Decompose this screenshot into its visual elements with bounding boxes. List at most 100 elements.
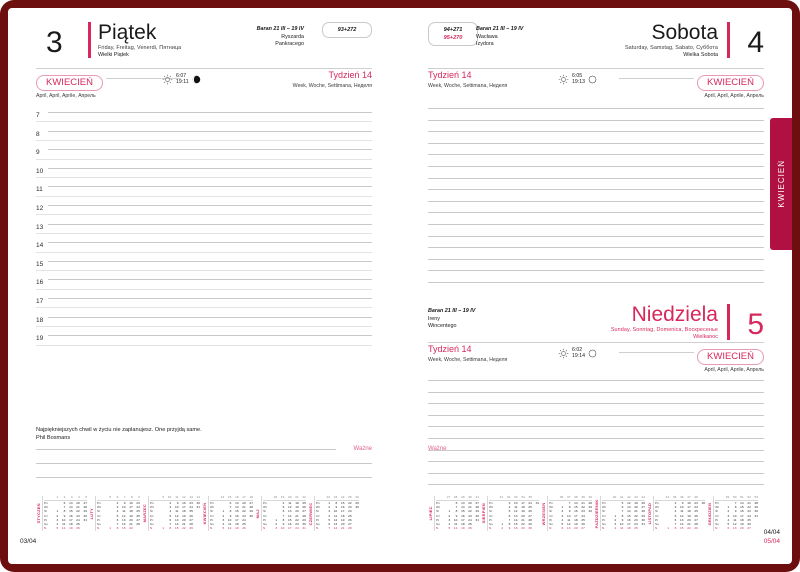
mini-calendar-day[interactable]: 19 bbox=[129, 513, 133, 518]
mini-calendar-month[interactable]: LISTOPAD 44 45 46 47 48 Pn 2 9 16 23 30 Wt 3 10 17 24 Śr 4… bbox=[647, 496, 706, 532]
mini-calendar-day[interactable]: 6 bbox=[561, 526, 564, 531]
mini-calendar-day[interactable]: 26 bbox=[528, 509, 532, 514]
mini-calendar-day[interactable]: 13 bbox=[122, 517, 126, 522]
hour-line[interactable] bbox=[48, 242, 372, 244]
mini-calendar-day[interactable]: 18 bbox=[182, 509, 186, 514]
mini-calendar-day[interactable]: 22 bbox=[468, 509, 472, 514]
half-hour-line[interactable] bbox=[36, 139, 372, 141]
mini-calendar-day[interactable]: 7 bbox=[568, 500, 571, 505]
mini-calendar-day[interactable]: 31 bbox=[535, 500, 540, 505]
half-hour-line[interactable] bbox=[36, 344, 372, 346]
mini-calendar-day[interactable]: 27 bbox=[747, 526, 751, 531]
mini-calendar-day[interactable]: 16 bbox=[235, 513, 239, 518]
mini-calendar-day[interactable]: 29 bbox=[754, 504, 758, 509]
note-line[interactable] bbox=[428, 189, 764, 191]
mini-calendar-day[interactable]: 3 bbox=[116, 504, 119, 509]
note-line[interactable] bbox=[428, 177, 764, 179]
mini-calendar-day[interactable]: 18 bbox=[340, 513, 345, 518]
note-line[interactable] bbox=[428, 484, 764, 486]
friday-month-pill[interactable]: KWIECIEŃ bbox=[36, 75, 103, 91]
mini-calendar-day[interactable]: 13 bbox=[174, 517, 179, 522]
mini-calendar-day[interactable]: 13 bbox=[566, 526, 571, 531]
mini-calendar-day[interactable]: 8 bbox=[508, 522, 511, 527]
half-hour-line[interactable] bbox=[36, 121, 372, 123]
mini-calendar-day[interactable]: 22 bbox=[348, 500, 352, 505]
mini-calendar-day[interactable]: 25 bbox=[581, 517, 585, 522]
mini-calendar-day[interactable]: 6 bbox=[229, 500, 232, 505]
mini-calendar-day[interactable]: 9 bbox=[335, 504, 338, 509]
mini-calendar-day[interactable]: 5 bbox=[56, 526, 59, 531]
mini-calendar-day[interactable]: 10 bbox=[227, 517, 232, 522]
mini-calendar-day[interactable]: 30 bbox=[302, 522, 306, 527]
mini-calendar-day[interactable]: 20 bbox=[574, 526, 578, 531]
mini-calendar-day[interactable]: 29 bbox=[249, 509, 253, 514]
mini-calendar-day[interactable]: 2 bbox=[501, 526, 504, 531]
mini-calendar-day[interactable]: 2 bbox=[561, 509, 564, 514]
mini-calendar-day[interactable]: 23 bbox=[694, 500, 698, 505]
mini-calendar-day[interactable]: 11 bbox=[620, 526, 624, 531]
hour-line[interactable] bbox=[48, 149, 372, 151]
mini-calendar-day[interactable]: 19 bbox=[295, 504, 299, 509]
mini-calendar-day[interactable]: 31 bbox=[641, 522, 645, 527]
mini-calendar-day[interactable]: 9 bbox=[123, 500, 126, 505]
mini-calendar-day[interactable]: 6 bbox=[282, 509, 285, 514]
mini-calendar-day[interactable]: 23 bbox=[76, 513, 80, 518]
mini-calendar-day[interactable]: 28 bbox=[588, 500, 592, 505]
mini-calendar-day[interactable]: 7 bbox=[229, 504, 232, 509]
mini-calendar-day[interactable]: 29 bbox=[528, 522, 532, 527]
mini-calendar-day[interactable]: 4 bbox=[328, 513, 331, 518]
mini-calendar-day[interactable]: 8 bbox=[455, 509, 458, 514]
mini-calendar-day[interactable]: 1 bbox=[275, 517, 278, 522]
mini-calendar-day[interactable]: 27 bbox=[83, 500, 87, 505]
mini-calendar-day[interactable]: 1 bbox=[56, 509, 59, 514]
mini-calendar-day[interactable]: 10 bbox=[566, 513, 571, 518]
note-line[interactable] bbox=[428, 131, 764, 133]
note-line[interactable] bbox=[428, 235, 764, 237]
hour-line[interactable] bbox=[48, 279, 372, 281]
mini-calendar-day[interactable]: 22 bbox=[581, 504, 585, 509]
mini-calendar-day[interactable]: 17 bbox=[182, 504, 186, 509]
mini-calendar-day[interactable]: 18 bbox=[574, 517, 578, 522]
mini-calendar-day[interactable]: 1 bbox=[328, 500, 331, 505]
mini-calendar-day[interactable]: 21 bbox=[340, 526, 345, 531]
mini-calendar-day[interactable]: 9 bbox=[734, 509, 737, 514]
mini-calendar-day[interactable]: 27 bbox=[189, 517, 193, 522]
mini-calendar-day[interactable]: 24 bbox=[189, 504, 193, 509]
mini-calendar-day[interactable]: 19 bbox=[461, 526, 465, 531]
mini-calendar-day[interactable]: 1 bbox=[222, 509, 225, 514]
mini-calendar-day[interactable]: 14 bbox=[174, 522, 179, 527]
note-line[interactable] bbox=[428, 154, 764, 156]
mini-calendar-day[interactable]: 26 bbox=[694, 513, 698, 518]
mini-calendar-day[interactable]: 15 bbox=[461, 509, 465, 514]
mini-calendar-day[interactable]: 8 bbox=[229, 509, 232, 514]
mini-calendar-day[interactable]: 20 bbox=[521, 513, 525, 518]
mini-calendar-day[interactable]: 21 bbox=[295, 513, 299, 518]
mini-calendar-day[interactable]: 19 bbox=[69, 526, 73, 531]
hour-line[interactable] bbox=[48, 186, 372, 188]
hour-line[interactable] bbox=[48, 335, 372, 337]
mini-calendars-right[interactable]: LIPIEC 27 28 29 30 31 Pn 6 13 20 27 Wt 7 14 21 28 Śr 1 8 15… bbox=[428, 496, 758, 532]
note-line[interactable] bbox=[428, 270, 764, 272]
mini-calendar-month[interactable]: STYCZEŃ 1 2 3 4 5 Pn 6 13 20 27 Wt 7 14 21 28 Śr 1 8 15 22 29… bbox=[36, 496, 87, 532]
mini-calendar-day[interactable]: 31 bbox=[302, 526, 306, 531]
half-hour-line[interactable] bbox=[36, 214, 372, 216]
mini-calendar-day[interactable]: 9 bbox=[681, 500, 684, 505]
mini-calendar-day[interactable]: 20 bbox=[76, 500, 80, 505]
mini-calendar-day[interactable]: 18 bbox=[461, 522, 465, 527]
mini-calendar-day[interactable]: 17 bbox=[627, 522, 631, 527]
mini-calendar-day[interactable]: 26 bbox=[136, 513, 140, 518]
mini-calendar-day[interactable]: 27 bbox=[302, 509, 306, 514]
mini-calendar-day[interactable]: 21 bbox=[687, 522, 691, 527]
mini-calendar-day[interactable]: 26 bbox=[189, 513, 193, 518]
mini-calendar-day[interactable]: 7 bbox=[508, 517, 511, 522]
mini-calendar-day[interactable]: 12 bbox=[514, 509, 518, 514]
mini-calendar-day[interactable]: 17 bbox=[69, 517, 73, 522]
mini-calendar-day[interactable]: 22 bbox=[295, 517, 299, 522]
hour-line[interactable] bbox=[48, 130, 372, 132]
note-line[interactable] bbox=[428, 108, 764, 109]
mini-calendar-day[interactable]: 18 bbox=[627, 526, 631, 531]
mini-calendar-day[interactable]: 18 bbox=[69, 522, 73, 527]
mini-calendar-day[interactable]: 12 bbox=[333, 517, 338, 522]
mini-calendar-day[interactable]: 18 bbox=[295, 500, 299, 505]
mini-calendar-day[interactable]: 23 bbox=[521, 526, 525, 531]
